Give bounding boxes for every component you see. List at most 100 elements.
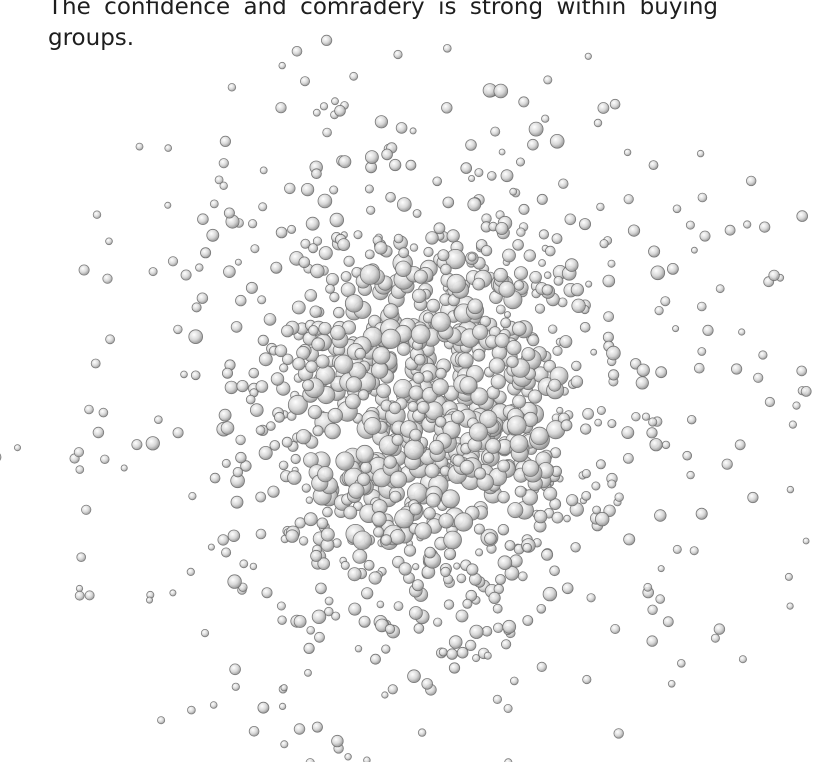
bubble xyxy=(371,362,387,378)
bubble xyxy=(431,312,450,331)
bubble xyxy=(544,272,551,279)
bubble xyxy=(442,103,453,114)
page: Buying groups {"text": {"paragraph": "Th… xyxy=(0,0,816,762)
bubble xyxy=(451,411,464,424)
bubble xyxy=(564,515,571,522)
bubble xyxy=(260,167,267,174)
bubble xyxy=(371,654,381,664)
bubble xyxy=(697,302,706,311)
bubble xyxy=(458,353,473,368)
bubble xyxy=(319,322,331,334)
bubble xyxy=(388,685,397,694)
bubble xyxy=(0,452,1,463)
bubble xyxy=(353,531,372,550)
bubble xyxy=(449,636,462,649)
bubble xyxy=(473,349,485,361)
bubble xyxy=(444,600,454,610)
bubble xyxy=(418,729,426,737)
bubble xyxy=(476,549,483,556)
bubble xyxy=(412,580,423,591)
bubble xyxy=(372,512,386,526)
bubble xyxy=(248,220,256,228)
bubble xyxy=(554,276,563,285)
bubble xyxy=(91,359,100,368)
bubble xyxy=(426,232,439,245)
bubble xyxy=(544,487,557,500)
bubble xyxy=(716,285,724,293)
bubble xyxy=(460,377,477,394)
bubble xyxy=(608,480,616,488)
bubble xyxy=(189,492,196,499)
bubble xyxy=(369,572,381,584)
bubble xyxy=(485,533,497,545)
bubble xyxy=(85,405,94,414)
bubble xyxy=(595,419,602,426)
bubble xyxy=(316,583,327,594)
bubble xyxy=(236,295,247,306)
bubble xyxy=(600,240,608,248)
bubble xyxy=(132,440,142,450)
bubble xyxy=(474,468,485,479)
bubble xyxy=(658,566,664,572)
bubble xyxy=(571,284,583,296)
bubble xyxy=(434,618,442,626)
bubble xyxy=(296,430,310,444)
bubble xyxy=(323,128,332,137)
bubble xyxy=(434,223,445,234)
bubble xyxy=(587,594,595,602)
bubble xyxy=(441,567,451,577)
bubble xyxy=(624,534,635,545)
bubble xyxy=(656,595,665,604)
bubble xyxy=(192,303,201,312)
bubble xyxy=(539,260,546,267)
bubble xyxy=(410,244,418,252)
bubble xyxy=(663,617,673,627)
bubble xyxy=(414,354,425,365)
bubble xyxy=(537,194,547,204)
bubble xyxy=(447,230,459,242)
bubble xyxy=(325,423,341,439)
bubble xyxy=(518,572,527,581)
bubble xyxy=(355,645,362,652)
bubble xyxy=(336,452,354,470)
bubble xyxy=(430,440,444,454)
bubble xyxy=(397,198,411,212)
bubble xyxy=(582,469,590,477)
bubble xyxy=(636,377,648,389)
bubble xyxy=(591,349,597,355)
bubble xyxy=(364,757,371,762)
bubble xyxy=(359,616,370,627)
bubble xyxy=(256,426,265,435)
bubble xyxy=(364,560,374,570)
bubble xyxy=(489,358,505,374)
bubble xyxy=(221,422,234,435)
bubble xyxy=(714,624,725,635)
bubble xyxy=(407,483,427,503)
bubble xyxy=(499,149,505,155)
bubble xyxy=(353,549,367,563)
bubble xyxy=(637,364,649,376)
bubble xyxy=(797,366,807,376)
bubble xyxy=(365,250,374,259)
bubble xyxy=(277,602,285,610)
bubble xyxy=(422,679,433,690)
bubble xyxy=(519,97,529,107)
bubble xyxy=(552,234,562,244)
bubble xyxy=(572,361,582,371)
bubble xyxy=(231,322,242,333)
bubble xyxy=(498,524,509,535)
bubble xyxy=(233,467,243,477)
bubble xyxy=(158,717,165,724)
bubble xyxy=(406,160,416,170)
bubble xyxy=(292,301,305,314)
bubble xyxy=(181,270,191,280)
bubble xyxy=(461,163,472,174)
bubble xyxy=(76,466,84,474)
bubble xyxy=(365,185,373,193)
bubble xyxy=(355,348,366,359)
bubble xyxy=(174,325,183,334)
bubble xyxy=(447,274,466,293)
bubble xyxy=(739,656,746,663)
bubble xyxy=(441,264,452,275)
bubble xyxy=(396,123,407,134)
